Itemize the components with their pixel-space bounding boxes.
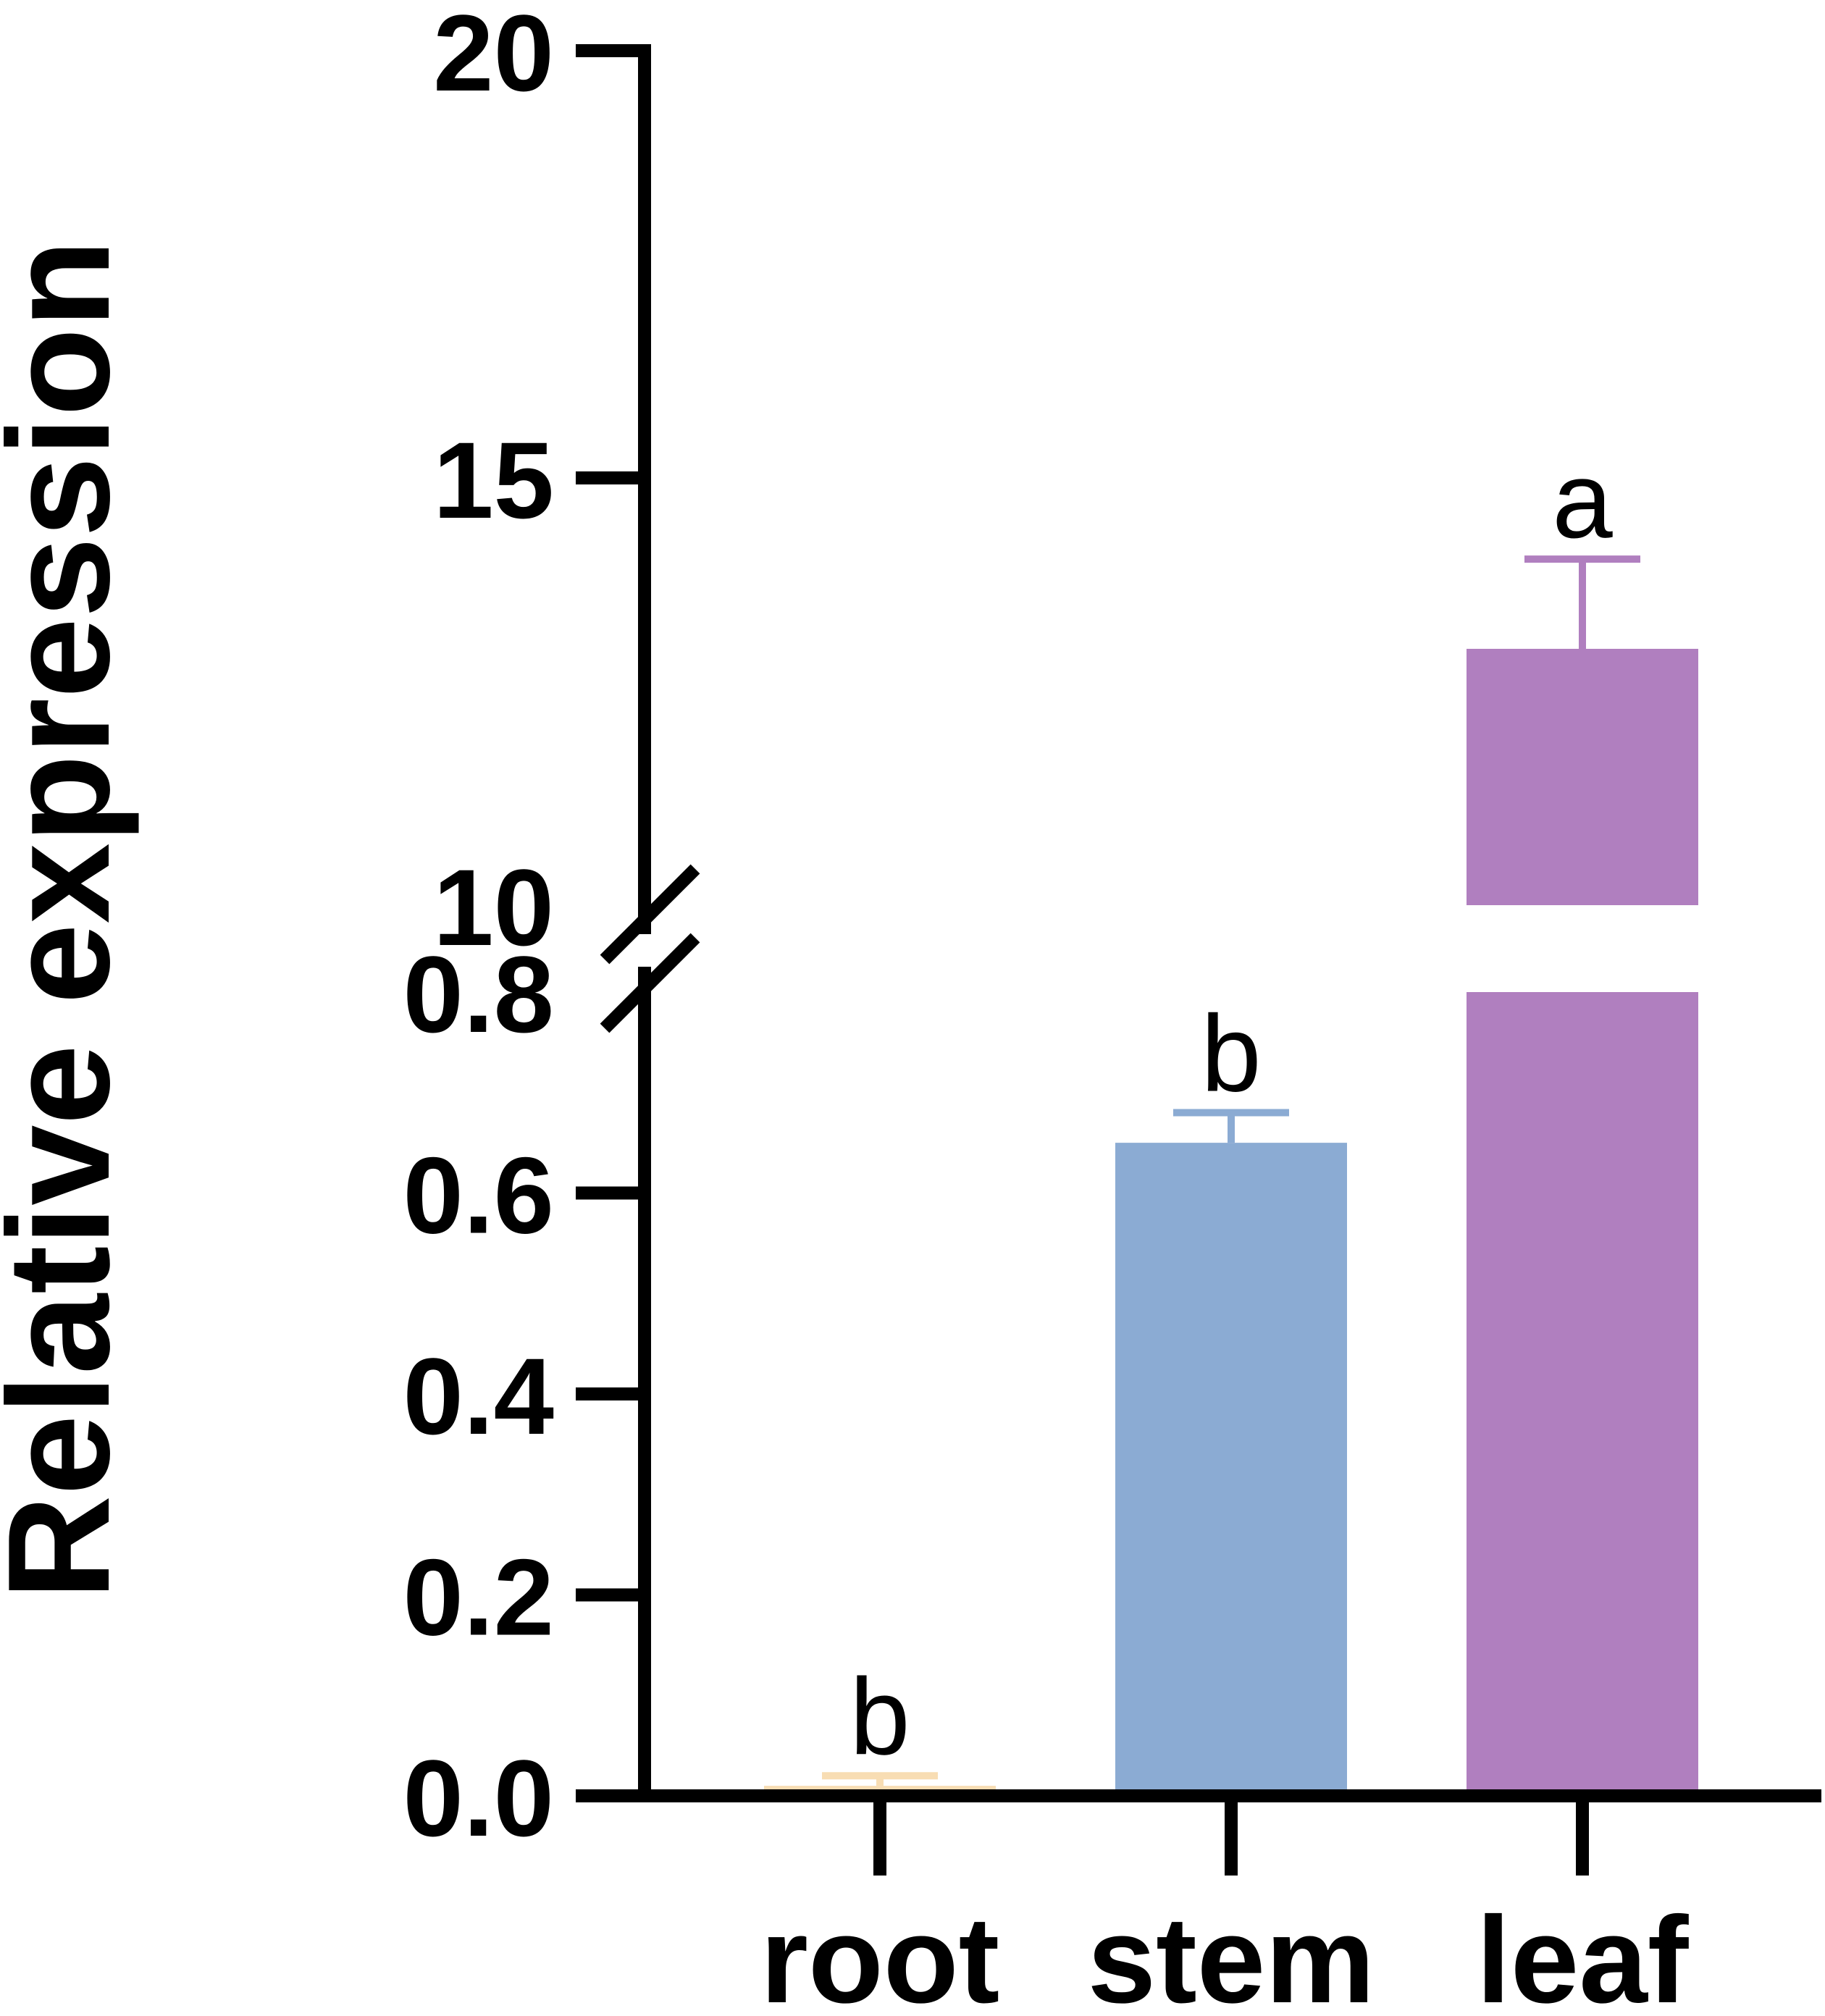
x-tick-label-root: root [760, 1891, 999, 2016]
axis-break-mark-upper [600, 864, 700, 965]
y-tick-label-low-3: 0.6 [403, 1135, 554, 1256]
significance-label-root: b [849, 1655, 910, 1777]
axis-layer [576, 44, 1821, 1876]
y-tick-label-low-4: 0.8 [403, 933, 554, 1055]
bar-leaf-lower [1467, 992, 1698, 1796]
axis-break-mark-lower [600, 933, 700, 1033]
significance-label-stem: b [1201, 993, 1261, 1114]
bar-leaf-upper [1467, 649, 1698, 905]
labels-layer: b b a 0.0 0.2 0.4 0.6 0.810 15 20 root stem leaf [403, 0, 1688, 2016]
y-axis-title: Relative expression [0, 240, 140, 1600]
bar-stem [1115, 1143, 1347, 1796]
y-tick-label-low-0: 0.0 [403, 1737, 554, 1859]
y-tick-label-up-0: 10 [433, 847, 554, 968]
significance-label-leaf: a [1552, 439, 1613, 560]
x-tick-label-stem: stem [1088, 1891, 1375, 2016]
y-tick-label-low-2: 0.4 [403, 1335, 554, 1457]
x-tick-label-leaf: leaf [1477, 1891, 1689, 2016]
y-tick-label-up-1: 15 [433, 419, 554, 541]
y-tick-label-low-1: 0.2 [403, 1537, 554, 1658]
y-tick-label-up-2: 20 [433, 0, 554, 114]
bars-layer [764, 555, 1698, 1796]
